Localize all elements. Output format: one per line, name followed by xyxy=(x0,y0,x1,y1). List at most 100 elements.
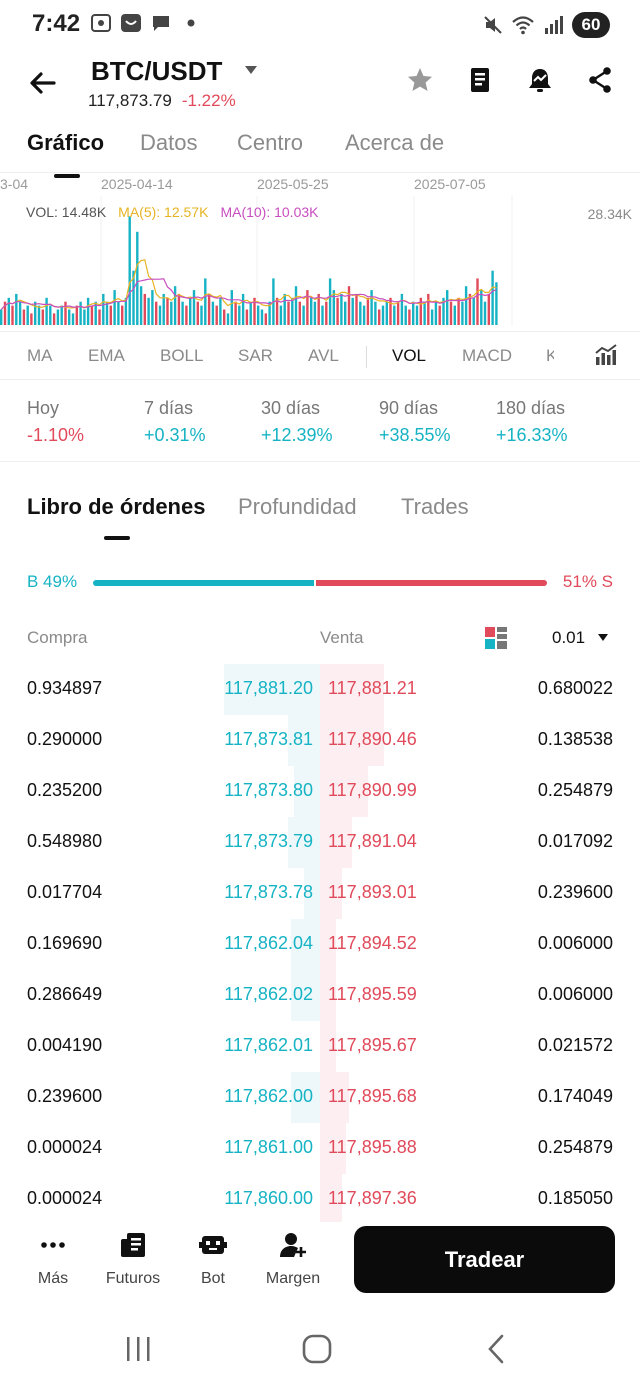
vol-axis-max: 28.34K xyxy=(587,206,632,222)
tab-grafico[interactable]: Gráfico xyxy=(27,130,105,155)
volume-bar xyxy=(226,313,230,325)
bid-quantity: 0.239600 xyxy=(27,1086,103,1106)
battery-indicator: 60 xyxy=(572,12,610,38)
share-icon[interactable] xyxy=(586,66,614,94)
ask-quantity: 0.021572 xyxy=(537,1035,613,1055)
volume-bar xyxy=(98,309,101,325)
buy-ratio-label: B 49% xyxy=(27,572,78,591)
perf-7d: 7 días +0.31% xyxy=(144,398,206,446)
ask-quantity: 0.680022 xyxy=(537,678,613,698)
orderbook-row[interactable]: 0.017704 117,873.78 117,893.01 0.239600 xyxy=(0,868,640,919)
volume-bar xyxy=(449,301,453,325)
volume-bar xyxy=(487,293,490,325)
chart-settings-icon[interactable] xyxy=(594,343,618,367)
margin-button[interactable]: Margen xyxy=(253,1230,333,1288)
perf-label: 180 días xyxy=(496,398,566,418)
orderbook-row[interactable]: 0.235200 117,873.80 117,890.99 0.254879 xyxy=(0,766,640,817)
date-label: 2025-04-14 xyxy=(101,176,173,192)
volume-bar xyxy=(302,305,305,325)
recent-apps-icon[interactable] xyxy=(121,1332,155,1366)
orderbook-row[interactable]: 0.004190 117,862.01 117,895.67 0.021572 xyxy=(0,1021,640,1072)
volume-bar xyxy=(68,309,71,325)
pair-title[interactable]: BTC/USDT xyxy=(91,56,223,86)
indicator-boll[interactable]: BOLL xyxy=(160,346,204,365)
sell-column-header: Venta xyxy=(320,628,364,647)
orderbook-row[interactable]: 0.239600 117,862.00 117,895.68 0.174049 xyxy=(0,1072,640,1123)
indicator-divider xyxy=(366,346,367,368)
caret-down-icon[interactable] xyxy=(244,64,258,76)
home-icon[interactable] xyxy=(300,1332,334,1366)
volume-chart[interactable]: 3-04 2025-04-14 2025-05-25 2025-07-05 VO… xyxy=(0,172,640,332)
caret-down-icon[interactable] xyxy=(598,634,608,642)
tab-centro[interactable]: Centro xyxy=(237,130,304,155)
volume-bar xyxy=(128,216,131,325)
bid-price: 117,860.00 xyxy=(224,1188,313,1208)
volume-bar xyxy=(52,313,56,325)
indicator-macd[interactable]: MACD xyxy=(462,346,513,365)
bid-quantity: 0.169690 xyxy=(27,933,103,953)
volume-bar xyxy=(60,305,63,325)
volume-bar xyxy=(340,293,343,325)
more-button[interactable]: Más xyxy=(13,1230,93,1288)
orderbook-row[interactable]: 0.548980 117,873.79 117,891.04 0.017092 xyxy=(0,817,640,868)
margin-user-icon xyxy=(280,1233,306,1257)
indicator-ema[interactable]: EMA xyxy=(88,346,125,365)
volume-bar xyxy=(139,286,143,325)
volume-bar xyxy=(234,301,237,325)
volume-bar xyxy=(170,301,173,325)
volume-bar xyxy=(181,301,184,325)
tab-datos[interactable]: Datos xyxy=(140,130,198,155)
volume-bar xyxy=(275,297,279,325)
notebook-icon[interactable] xyxy=(466,66,494,94)
volume-bar xyxy=(113,290,116,325)
indicator-ma[interactable]: MA xyxy=(27,346,53,365)
futures-icon xyxy=(121,1233,145,1257)
volume-bar xyxy=(294,286,298,325)
volume-bar xyxy=(317,293,320,325)
indicator-vol[interactable]: VOL xyxy=(392,346,427,365)
ask-price: 117,891.04 xyxy=(328,831,417,851)
star-icon[interactable] xyxy=(406,66,434,94)
orderbook-row[interactable]: 0.290000 117,873.81 117,890.46 0.138538 xyxy=(0,715,640,766)
orderbook-layout-icon[interactable] xyxy=(484,626,508,650)
ask-depth-bar xyxy=(320,1021,336,1072)
volume-bar xyxy=(457,297,460,325)
orderbook-row[interactable]: 0.000024 117,861.00 117,895.88 0.254879 xyxy=(0,1123,640,1174)
volume-bar xyxy=(75,305,78,325)
tab-acerca-de[interactable]: Acerca de xyxy=(345,130,445,155)
bid-depth-bar xyxy=(291,919,320,970)
trade-button[interactable]: Tradear xyxy=(354,1226,615,1293)
tab-profundidad[interactable]: Profundidad xyxy=(238,494,357,519)
volume-bar xyxy=(291,297,294,325)
tab-trades[interactable]: Trades xyxy=(401,494,469,519)
tab-libro-de-ordenes[interactable]: Libro de órdenes xyxy=(27,494,206,519)
signal-icon xyxy=(545,16,563,34)
orderbook-tabs: Libro de órdenes Profundidad Trades xyxy=(0,494,640,544)
volume-bar xyxy=(480,290,483,325)
volume-bar xyxy=(109,305,112,325)
back-arrow-icon[interactable] xyxy=(26,66,60,100)
volume-bar xyxy=(336,297,339,325)
futures-button[interactable]: Futuros xyxy=(93,1230,173,1288)
indicator-sar[interactable]: SAR xyxy=(238,346,273,365)
volume-bar xyxy=(253,297,256,325)
precision-select[interactable]: 0.01 xyxy=(552,628,586,647)
volume-bar xyxy=(355,293,358,325)
indicator-avl[interactable]: AVL xyxy=(308,346,339,365)
orderbook-row[interactable]: 0.169690 117,862.04 117,894.52 0.006000 xyxy=(0,919,640,970)
back-nav-icon[interactable] xyxy=(480,1332,514,1366)
bid-price: 117,862.04 xyxy=(224,933,313,953)
volume-bar xyxy=(423,301,426,325)
bid-quantity: 0.000024 xyxy=(27,1137,103,1157)
bid-depth-bar xyxy=(288,715,320,766)
volume-bar xyxy=(56,309,60,325)
orderbook-row[interactable]: 0.934897 117,881.20 117,881.21 0.680022 xyxy=(0,664,640,715)
price-alert-icon[interactable] xyxy=(526,66,554,94)
indicator-kdj[interactable]: K xyxy=(546,346,554,365)
orderbook-row[interactable]: 0.286649 117,862.02 117,895.59 0.006000 xyxy=(0,970,640,1021)
bid-quantity: 0.004190 xyxy=(27,1035,103,1055)
volume-legend: VOL: 14.48K MA(5): 12.57K MA(10): 10.03K xyxy=(26,204,319,220)
orderbook-row[interactable]: 0.000024 117,860.00 117,897.36 0.185050 xyxy=(0,1174,640,1225)
system-icons: 60 xyxy=(482,12,610,38)
bot-button[interactable]: Bot xyxy=(173,1230,253,1288)
